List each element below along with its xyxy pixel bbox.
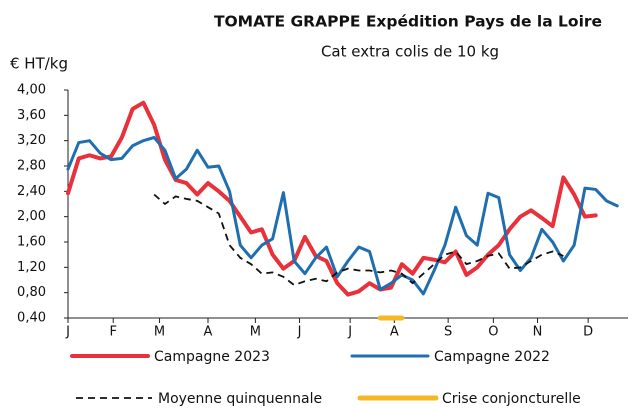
y-tick-label: 4,00: [17, 83, 46, 98]
y-axis-label: € HT/kg: [10, 55, 68, 73]
y-tick-label: 2,80: [17, 159, 46, 174]
y-tick-label: 3,20: [17, 133, 46, 148]
x-tick-label: D: [583, 325, 593, 340]
x-tick-label: J: [65, 325, 70, 340]
legend-label: Campagne 2022: [434, 349, 550, 365]
x-tick-label: F: [109, 325, 116, 340]
x-tick-label: N: [533, 325, 543, 340]
x-tick-label: M: [250, 325, 261, 340]
x-tick-label: A: [204, 325, 213, 340]
y-tick-label: 1,20: [17, 260, 46, 275]
y-tick-label: 0,40: [17, 311, 46, 326]
x-tick-label: M: [154, 325, 165, 340]
y-tick-label: 3,60: [17, 108, 46, 123]
y-tick-label: 1,60: [17, 235, 46, 250]
legend-label: Campagne 2023: [154, 349, 270, 365]
series-line: [153, 193, 564, 286]
chart-title: TOMATE GRAPPE Expédition Pays de la Loir…: [214, 13, 602, 31]
chart-subtitle: Cat extra colis de 10 kg: [321, 43, 499, 61]
y-tick-label: 0,80: [17, 285, 46, 300]
x-tick-label: A: [390, 325, 399, 340]
series-line: [66, 100, 598, 297]
x-tick-label: O: [488, 325, 498, 340]
legend-label: Moyenne quinquennale: [158, 391, 322, 407]
x-tick-label: J: [347, 325, 352, 340]
legend-label: Crise conjoncturelle: [442, 391, 581, 407]
x-tick-label: J: [297, 325, 302, 340]
x-tick-label: S: [444, 325, 452, 340]
y-tick-label: 2,40: [17, 184, 46, 199]
y-tick-label: 2,00: [17, 209, 46, 224]
